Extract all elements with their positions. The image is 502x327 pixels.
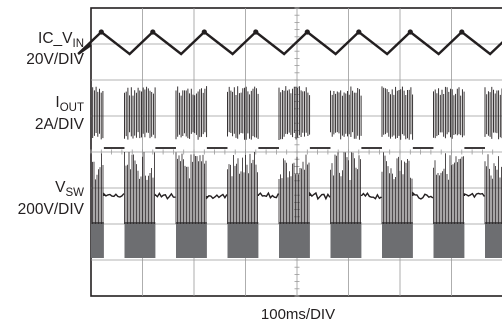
- ch1-peak-marker: [356, 29, 362, 35]
- ch1-peak-marker: [150, 29, 156, 35]
- ch2-label: IOUT: [55, 94, 84, 114]
- ch1-peak-marker: [98, 29, 104, 35]
- ch1-peak-marker: [253, 29, 259, 35]
- ch1-peak-marker: [407, 29, 413, 35]
- ch3-burst-trace: [90, 152, 502, 224]
- ch3-ringing-trace: [103, 191, 485, 201]
- ch3-switching-band: [91, 222, 502, 258]
- ch1-scale: 20V/DIV: [26, 51, 84, 68]
- ch2-burst-trace: [90, 86, 502, 140]
- channel-labels: IC_VIN 20V/DIV IOUT 2A/DIV VSW 200V/DIV: [18, 30, 85, 218]
- ch1-peak-marker: [304, 29, 310, 35]
- ch3-scale: 200V/DIV: [18, 201, 85, 218]
- ch1-peak-marker: [201, 29, 207, 35]
- ch1-peak-marker: [459, 29, 465, 35]
- ch3-label: VSW: [55, 179, 84, 199]
- ch1-trace: [77, 30, 502, 56]
- scope-traces: [77, 29, 502, 258]
- x-axis-label: 100ms/DIV: [261, 306, 335, 323]
- ch1-label: IC_VIN: [38, 30, 84, 50]
- ch2-scale: 2A/DIV: [35, 116, 85, 133]
